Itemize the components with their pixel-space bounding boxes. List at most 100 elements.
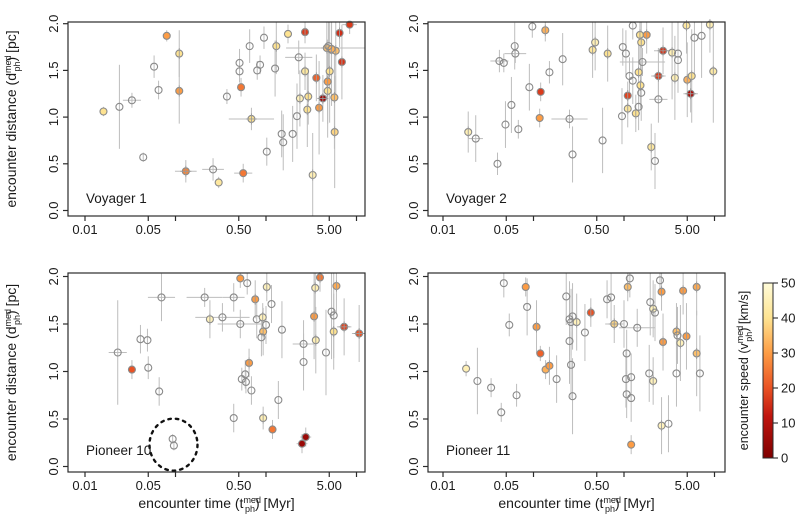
data-point <box>229 413 238 423</box>
data-point <box>618 42 627 52</box>
x-axis-title: encounter time (tmed ph) [Myr] <box>498 495 654 514</box>
data-point <box>634 102 643 111</box>
data-point <box>229 293 238 302</box>
data-point <box>499 58 508 67</box>
x-axis: 0.01 0.05 0.50 5.00 <box>430 216 716 237</box>
data-point <box>521 282 530 292</box>
data-point <box>690 33 699 42</box>
data-point <box>568 392 577 401</box>
data-point <box>603 295 612 304</box>
data-point <box>672 369 681 378</box>
data-point <box>115 102 124 111</box>
data-point <box>277 129 286 138</box>
data-point <box>654 95 663 104</box>
data-point <box>237 375 246 384</box>
data-point <box>619 319 629 329</box>
panel-label: Pioneer 11 <box>446 443 510 458</box>
y-tick-label: 1.5 <box>46 315 61 333</box>
data-point <box>627 394 636 403</box>
data-point <box>222 92 231 101</box>
y-tick-label: 0.5 <box>406 155 421 173</box>
data-point <box>495 57 504 66</box>
panel-frame <box>67 21 366 217</box>
colorbar-title: encounter speed (vmedph) [km/s] <box>735 291 754 451</box>
colorbar-tick-label: 0 <box>781 451 788 466</box>
data-point <box>565 114 574 124</box>
data-point <box>536 349 545 358</box>
data-point <box>299 357 308 367</box>
data-point <box>127 96 136 105</box>
data-point <box>113 348 122 357</box>
data-point <box>650 156 660 166</box>
error-bars <box>102 22 365 216</box>
data-point <box>664 419 673 428</box>
y-tick-label: 1.0 <box>46 362 61 380</box>
x-tick-label: 0.01 <box>72 222 97 237</box>
data-point <box>673 56 683 65</box>
data-point <box>473 376 482 386</box>
data-point <box>288 129 297 138</box>
panel-voyager-2: 0.01 0.05 0.50 5.00 0.0 0.5 1.0 1.5 2.0 Voyager 2 <box>406 15 726 237</box>
data-point <box>621 49 630 58</box>
y-axis: 0.0 0.5 1.0 1.5 2.0 <box>406 15 428 220</box>
data-point <box>236 274 245 283</box>
data-point <box>218 313 227 322</box>
data-point <box>262 147 271 156</box>
data-point <box>257 333 266 342</box>
x-tick-label: 0.50 <box>226 478 251 493</box>
error-bars <box>467 22 714 190</box>
data-point <box>501 120 510 129</box>
data-point <box>245 42 254 51</box>
data-point <box>236 83 246 92</box>
data-point <box>580 328 589 337</box>
data-point <box>525 83 534 92</box>
x-tick-label: 5.00 <box>317 478 342 493</box>
data-point <box>345 20 354 29</box>
data-point <box>144 363 153 372</box>
data-point <box>536 87 545 96</box>
data-point <box>568 150 577 159</box>
y-axis: 0.0 0.5 1.0 1.5 2.0 <box>406 267 428 476</box>
data-point <box>150 62 159 71</box>
y-tick-label: 1.5 <box>406 315 421 333</box>
annotation-dotted-circle <box>148 417 199 472</box>
data-point <box>607 293 616 302</box>
panel-pioneer-11: 0.01 0.05 0.50 5.00 0.0 0.5 1.0 1.5 2.0 Pioneer 1… <box>406 267 726 514</box>
data-point <box>627 440 636 449</box>
data-point <box>528 22 537 31</box>
data-point <box>471 134 480 143</box>
data-point <box>235 67 244 76</box>
x-tick-label: 0.05 <box>136 222 161 237</box>
x-tick-label: 0.50 <box>584 478 609 493</box>
y-tick-label: 1.0 <box>46 108 61 126</box>
data-point <box>627 373 636 382</box>
colorbar: 0 10 20 30 40 50 encounter speed (vmedph) [km/… <box>735 276 795 466</box>
y-tick-label: 0.0 <box>46 201 61 219</box>
y-tick-label: 1.5 <box>406 61 421 79</box>
x-axis: 0.01 0.05 0.50 5.00 <box>72 472 358 493</box>
data-point <box>695 369 704 378</box>
x-tick-label: 0.01 <box>430 478 455 493</box>
data-point <box>299 339 308 349</box>
data-point <box>154 85 163 95</box>
data-point <box>567 360 576 369</box>
colorbar-tick-label: 40 <box>781 311 795 326</box>
colorbar-gradient <box>762 282 774 459</box>
y-tick-label: 0.5 <box>406 410 421 428</box>
data-point <box>493 159 502 168</box>
data-point <box>139 153 148 162</box>
y-axis-title: encounter distance (dmedph) [pc] <box>3 30 22 207</box>
data-point <box>645 369 654 378</box>
y-tick-label: 2.0 <box>46 15 61 33</box>
data-point <box>499 279 508 288</box>
data-points <box>99 20 354 187</box>
x-axis: 0.01 0.05 0.50 5.00 <box>72 216 358 237</box>
data-point <box>598 136 607 145</box>
data-point <box>297 439 307 448</box>
data-point <box>274 395 283 405</box>
data-point <box>565 337 574 346</box>
x-axis: 0.01 0.05 0.50 5.00 <box>430 472 716 493</box>
panel-frame <box>427 272 726 473</box>
